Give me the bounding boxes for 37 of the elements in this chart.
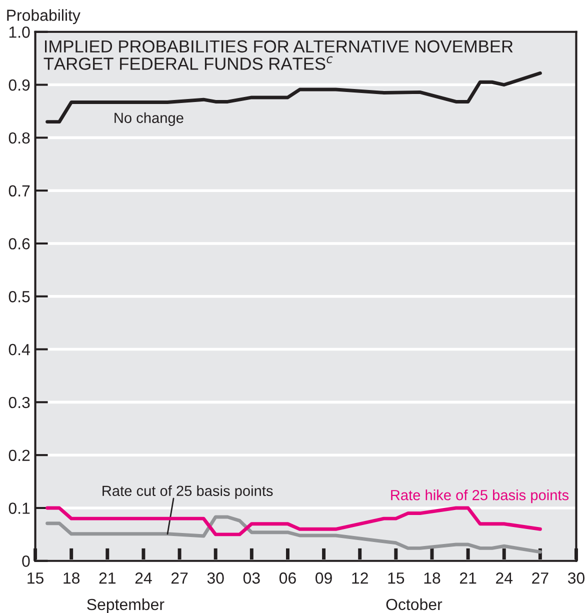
x-tick-label: 03	[243, 572, 260, 584]
x-tick-label: 09	[316, 572, 332, 584]
y-tick-label: 0.2	[8, 450, 30, 462]
text: October	[386, 598, 442, 610]
line-series	[46, 506, 542, 536]
x-tick-label: 21	[460, 572, 476, 584]
series-label: No change	[114, 112, 184, 126]
x-tick-label: 27	[532, 572, 548, 584]
y-tick-label: 0	[22, 556, 30, 567]
y-tick-label: 0.3	[8, 396, 30, 408]
x-tick-label: 06	[279, 572, 296, 584]
y-tick-label: 0.5	[8, 291, 30, 302]
x-tick-label: 21	[99, 572, 116, 584]
y-tick-label: 0.7	[8, 185, 30, 197]
x-tick-label: 24	[135, 572, 152, 584]
y-tick-label: 1.0	[9, 26, 30, 38]
y-tick-label: 0.4	[8, 344, 30, 356]
x-tick-label: 24	[496, 572, 513, 584]
line-series	[46, 71, 542, 124]
y-tick-label: 0.1	[8, 502, 30, 514]
line-series	[46, 515, 542, 554]
x-tick-label: 15	[388, 572, 404, 584]
y-axis-title: Probability	[7, 9, 80, 24]
y-tick-label: 0.8	[8, 132, 30, 144]
x-tick-label: 30	[568, 572, 584, 584]
x-tick-label: 15	[28, 572, 44, 584]
text: IMPLIED PROBABILITIES FOR ALTERNATIVE NOVEMBER TARGET FEDERAL FUNDS RATES$^{c}$	[44, 40, 513, 70]
text: September	[87, 598, 164, 613]
x-tick-label: 27	[171, 572, 188, 584]
series-label: Rate hike of 25 basis points	[391, 490, 569, 504]
x-tick-label: 12	[352, 572, 368, 584]
text: Rate cut of 25 basis points	[102, 485, 273, 499]
y-tick-label: 0.9	[8, 79, 30, 91]
x-tick-label: 18	[424, 572, 440, 584]
y-tick-label: 0.6	[8, 238, 30, 250]
x-tick-label: 30	[207, 572, 224, 584]
x-tick-label: 18	[64, 572, 80, 584]
